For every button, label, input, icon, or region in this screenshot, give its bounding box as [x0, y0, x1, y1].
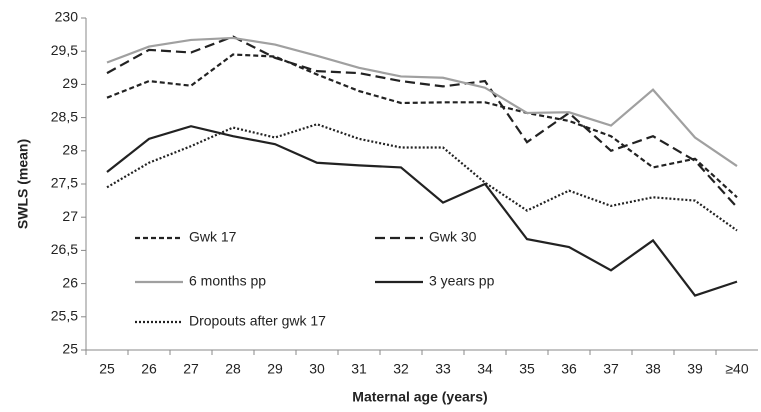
legend-label: Gwk 17 — [189, 229, 237, 245]
y-axis-title: SWLS (mean) — [15, 139, 31, 229]
y-tick-label: 25 — [62, 341, 78, 357]
x-tick-label: 36 — [561, 361, 577, 377]
y-tick-label: 26 — [62, 274, 78, 290]
series-line — [106, 123, 738, 232]
series-line — [106, 36, 738, 167]
y-tick-label: 29,5 — [51, 42, 78, 58]
x-tick-label: 30 — [309, 361, 325, 377]
series-line — [106, 35, 738, 208]
x-tick-label: 37 — [603, 361, 619, 377]
x-tick-label: 33 — [435, 361, 451, 377]
y-tick-label: 29 — [62, 75, 78, 91]
x-axis-title: Maternal age (years) — [352, 389, 487, 405]
x-tick-label: 27 — [183, 361, 199, 377]
x-tick-label: 38 — [645, 361, 661, 377]
y-tick-label: 27 — [62, 208, 78, 224]
legend-label: 6 months pp — [189, 273, 266, 289]
series-line — [106, 125, 738, 297]
legend-label: Gwk 30 — [429, 229, 477, 245]
x-tick-label: 39 — [687, 361, 703, 377]
legend-label: Dropouts after gwk 17 — [189, 313, 326, 329]
y-tick-label: 27,5 — [51, 175, 78, 191]
y-tick-label: 25,5 — [51, 308, 78, 324]
x-tick-label: 31 — [351, 361, 367, 377]
x-tick-label: 34 — [477, 361, 493, 377]
y-tick-label: 26,5 — [51, 241, 78, 257]
x-tick-label: 26 — [141, 361, 157, 377]
x-tick-label: 28 — [225, 361, 241, 377]
legend-label: 3 years pp — [429, 273, 495, 289]
y-tick-label: 28 — [62, 142, 78, 158]
y-tick-label: 230 — [55, 9, 79, 25]
series-line — [106, 53, 738, 199]
y-tick-label: 28,5 — [51, 108, 78, 124]
x-tick-label: ≥40 — [725, 361, 748, 377]
x-tick-label: 35 — [519, 361, 535, 377]
x-tick-label: 29 — [267, 361, 283, 377]
x-tick-label: 25 — [99, 361, 115, 377]
x-tick-label: 32 — [393, 361, 409, 377]
